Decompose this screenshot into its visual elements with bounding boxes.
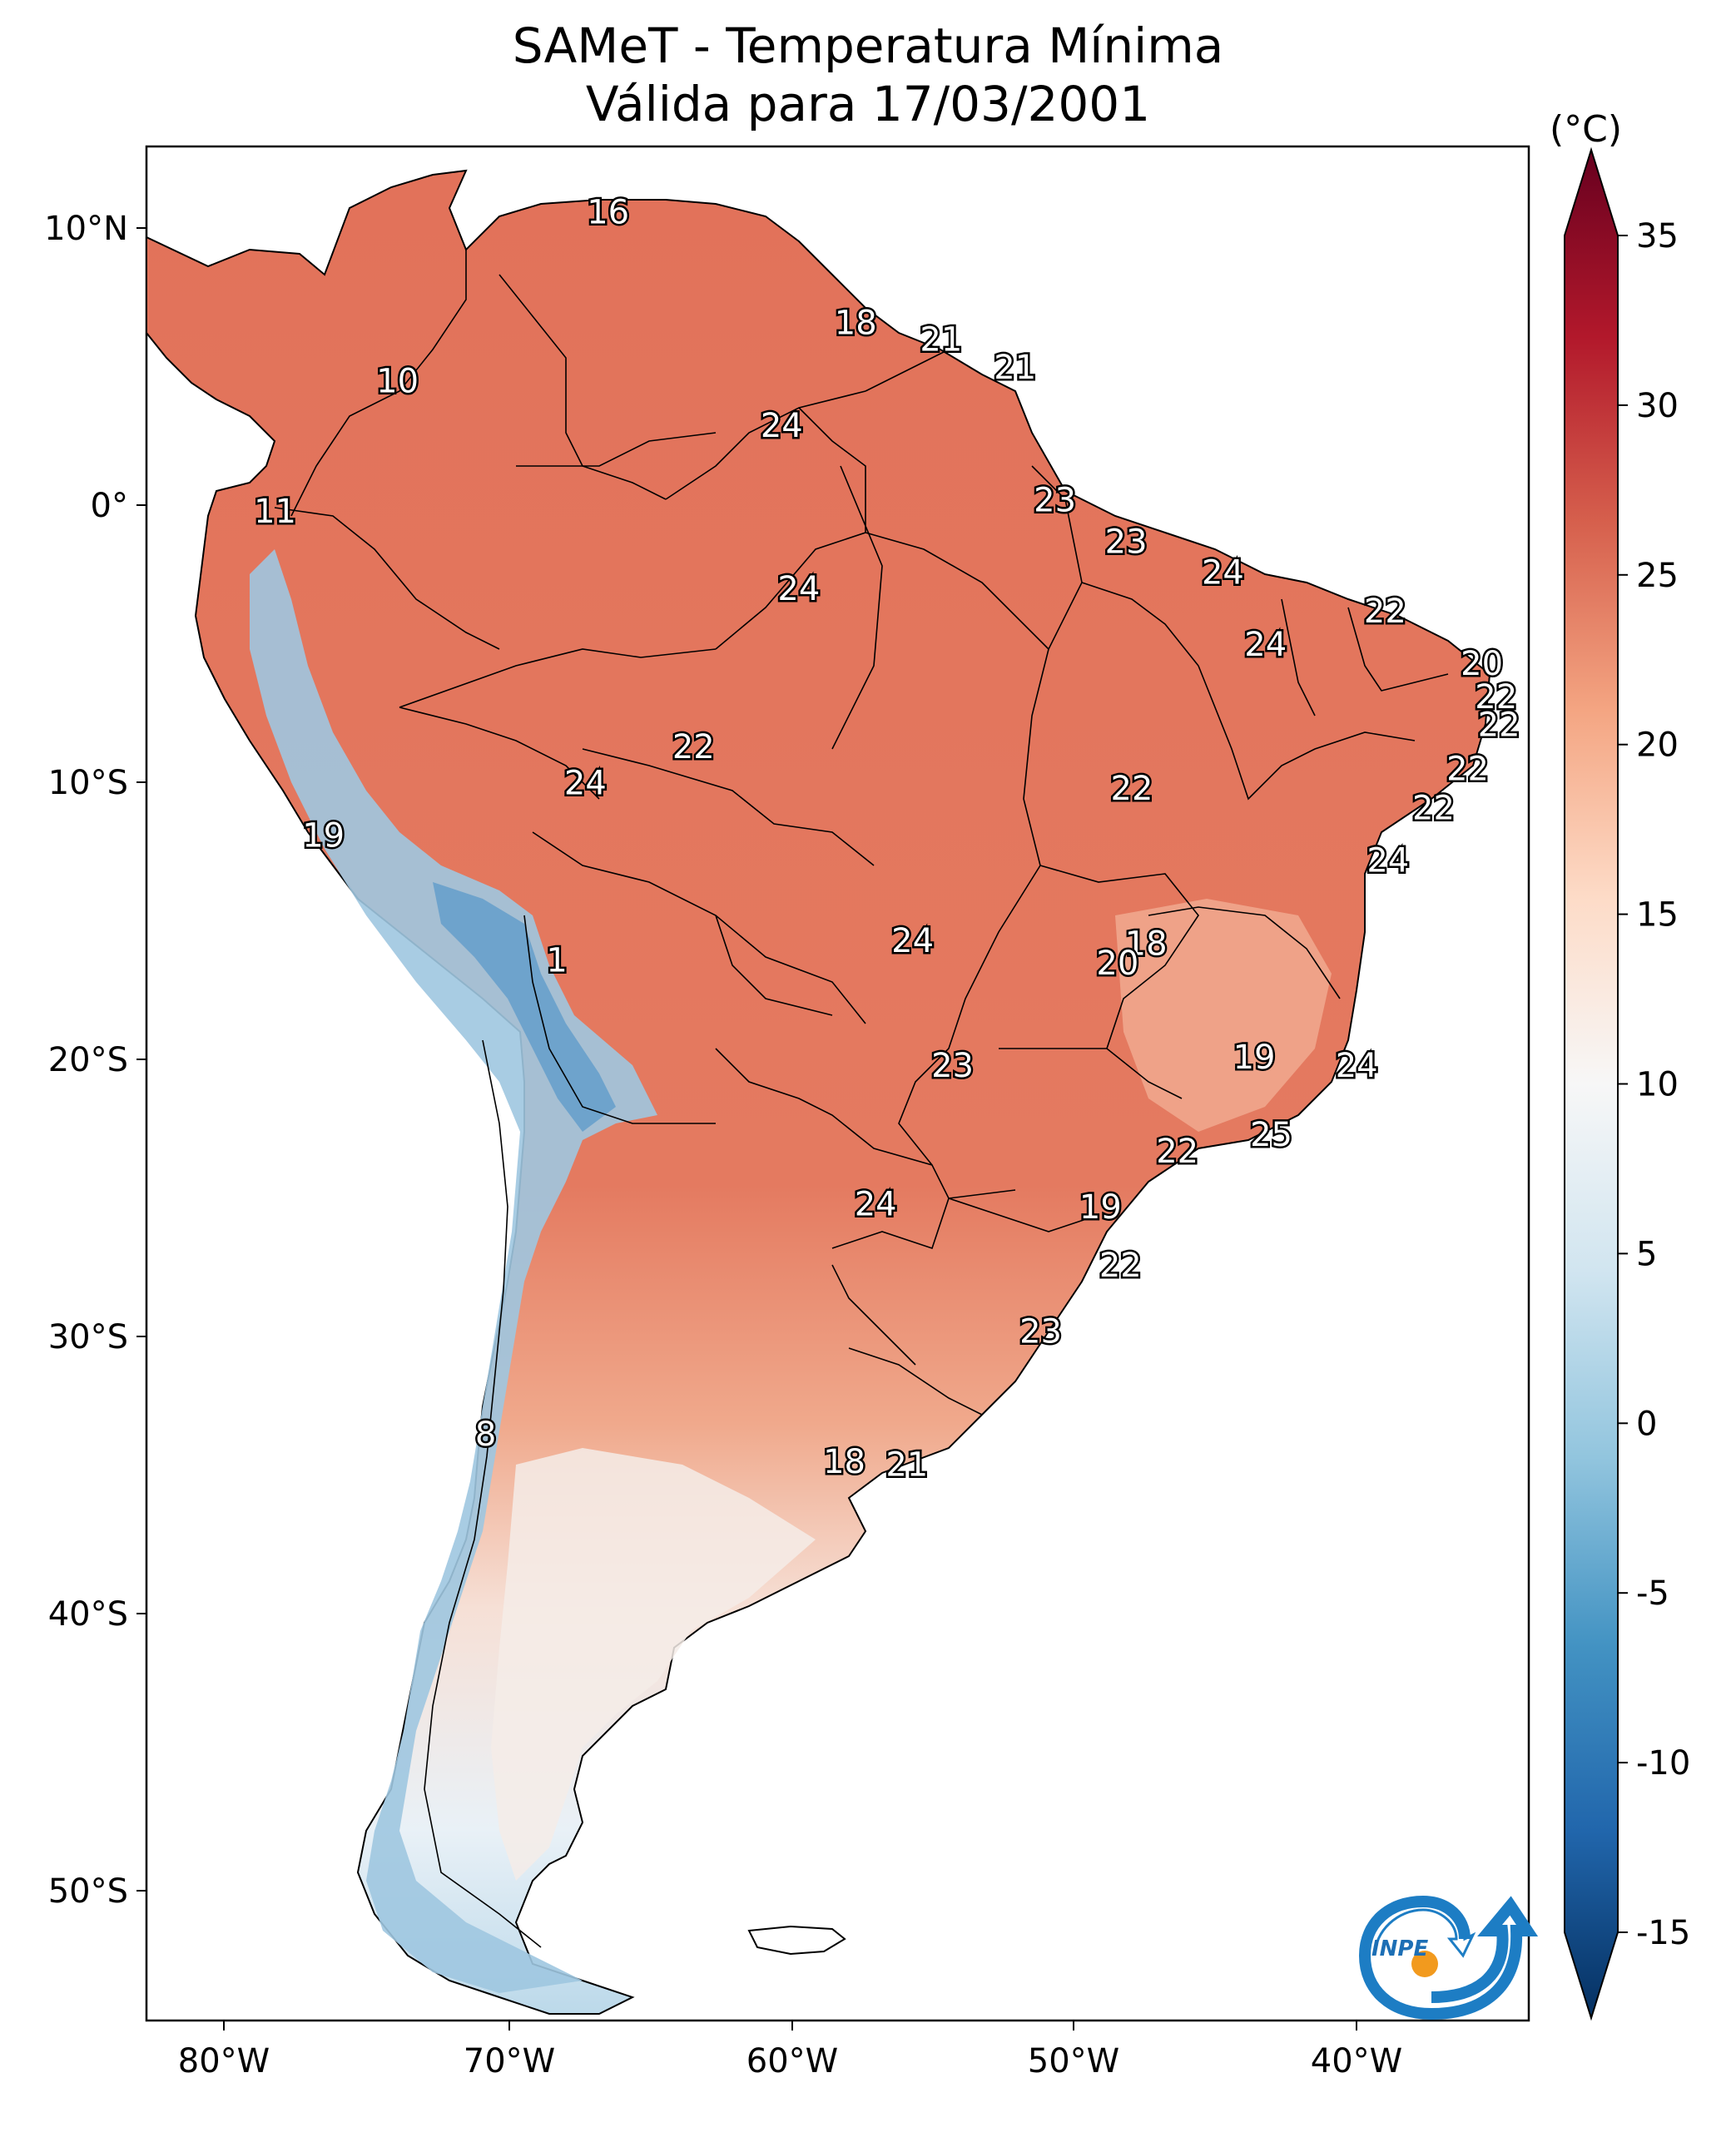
temperature-value-label: 22 (1478, 706, 1520, 744)
southeast-mild-region (1115, 899, 1332, 1132)
temperature-value-label: 8 (475, 1416, 496, 1454)
temperature-value-label: 25 (1250, 1116, 1292, 1154)
temperature-value-label: 22 (1364, 593, 1406, 631)
temperature-value-label: 21 (994, 349, 1036, 387)
temperature-value-label: 24 (1366, 842, 1409, 880)
temperature-value-label: 23 (931, 1047, 974, 1085)
lon-tick-40w: 40°W (1311, 2042, 1402, 2080)
map-title-line1: SAMeT - Temperatura Mínima (512, 17, 1224, 74)
temperature-value-label: 19 (1233, 1039, 1276, 1077)
colorbar-tick-label: 10 (1636, 1066, 1679, 1104)
colorbar-tick-label: 15 (1636, 896, 1679, 935)
temperature-value-label: 18 (835, 305, 877, 343)
colorbar-tick-label: 35 (1636, 217, 1679, 255)
lat-tick-40s: 40°S (48, 1595, 128, 1634)
temperature-value-label: 24 (564, 764, 607, 802)
temperature-value-label: 23 (1019, 1313, 1062, 1351)
lon-tick-70w: 70°W (464, 2042, 555, 2080)
temperature-value-label: 21 (920, 321, 962, 359)
colorbar-tick-label: 0 (1636, 1405, 1657, 1443)
colorbar-body (1564, 146, 1619, 2021)
temperature-value-label: 10 (376, 362, 419, 400)
lat-tick-20s: 20°S (48, 1041, 128, 1079)
colorbar-tick-label: 30 (1636, 387, 1679, 425)
temperature-value-label: 11 (254, 493, 296, 531)
andes-cold-region (250, 549, 657, 1993)
lon-tick-50w: 50°W (1028, 2042, 1119, 2080)
lon-tick-60w: 60°W (746, 2042, 838, 2080)
lat-tick-0: 0° (91, 487, 128, 525)
temperature-value-label: 24 (891, 922, 934, 960)
inpe-logo-dot-icon (1411, 1951, 1438, 1977)
temperature-value-label: 19 (302, 817, 345, 855)
colorbar (1564, 146, 1619, 2021)
altiplano-cold-region (433, 882, 616, 1132)
lat-tick-30s: 30°S (48, 1318, 128, 1356)
colorbar-tick-label: 5 (1636, 1235, 1657, 1273)
colorbar-unit: (°C) (1550, 108, 1623, 151)
colorbar-ticks: 35 30 25 20 15 10 5 0 -5 -10 -15 (1618, 217, 1690, 1952)
temperature-value-label: 1 (546, 941, 567, 979)
colorbar-tick-label: 20 (1636, 726, 1679, 765)
temperature-value-label: 21 (885, 1446, 928, 1485)
map-title-line2: Válida para 17/03/2001 (585, 76, 1151, 132)
temperature-value-label: 24 (855, 1185, 897, 1223)
temperature-value-label: 23 (1034, 482, 1076, 520)
lat-tick-10s: 10°S (48, 764, 128, 802)
falkland-islands (747, 1925, 846, 1956)
temperature-value-label: 22 (1099, 1247, 1142, 1285)
temperature-value-label: 24 (1244, 626, 1287, 664)
colorbar-tick-label: -15 (1636, 1914, 1690, 1952)
temperature-value-label: 18 (1125, 925, 1168, 963)
temperature-value-label: 24 (761, 407, 803, 445)
temperature-value-label: 23 (1105, 523, 1148, 562)
lat-tick-50s: 50°S (48, 1872, 128, 1911)
temperature-value-label: 22 (1446, 751, 1489, 789)
lon-tick-80w: 80°W (178, 2042, 270, 2080)
temperature-value-label: 18 (823, 1443, 866, 1481)
temperature-value-label: 22 (1156, 1133, 1198, 1171)
temperature-value-label: 22 (1475, 678, 1517, 717)
colorbar-tick-label: -10 (1636, 1744, 1690, 1783)
temperature-value-label: 19 (1079, 1188, 1122, 1227)
temperature-value-label: 24 (777, 570, 820, 608)
temperature-value-label: 20 (1096, 945, 1138, 983)
temperature-value-label: 22 (1412, 789, 1455, 827)
inpe-logo: INPE (1358, 1895, 1539, 2021)
longitude-axis: 80°W 70°W 60°W 50°W 40°W (178, 2021, 1402, 2080)
colorbar-tick-label: 25 (1636, 557, 1679, 595)
inpe-logo-text: INPE (1371, 1936, 1428, 1961)
lat-tick-10n: 10°N (44, 210, 128, 248)
temperature-value-label: 22 (1111, 770, 1153, 808)
temperature-value-label: 16 (587, 193, 629, 231)
temperature-value-label: 22 (672, 728, 715, 766)
colorbar-tick-label: -5 (1636, 1574, 1669, 1613)
latitude-axis: 10°N 0° 10°S 20°S 30°S 40°S 50°S (44, 210, 146, 1911)
political-borders (274, 250, 1449, 1948)
temperature-value-label: 24 (1336, 1047, 1378, 1085)
temperature-value-label: 24 (1202, 553, 1244, 592)
patagonia-cool-region (491, 1448, 816, 1881)
temperature-value-label: 20 (1461, 645, 1503, 683)
